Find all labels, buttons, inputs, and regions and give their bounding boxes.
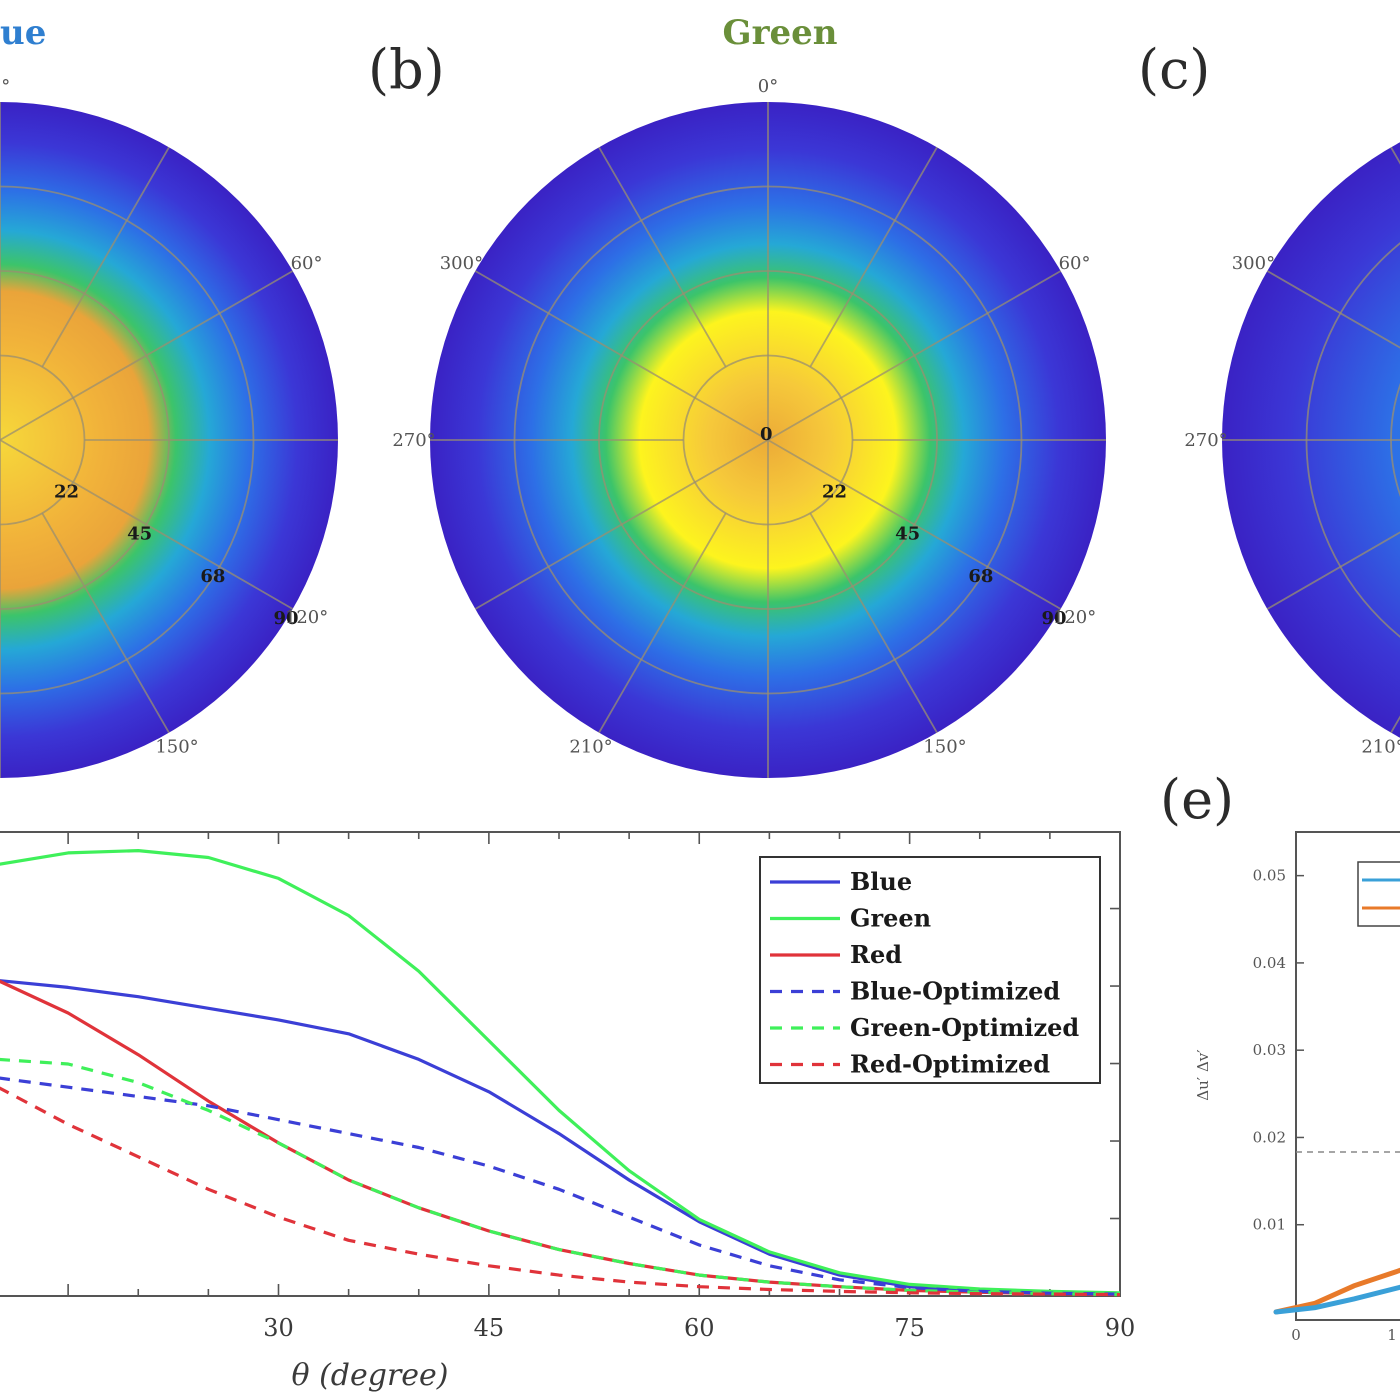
x-tick-label: 45 — [474, 1314, 505, 1342]
series-line — [1273, 1284, 1400, 1315]
polar-plot-green: Green 224568900°60°120°150°210°270°300° … — [392, 13, 1106, 778]
polar-spoke — [598, 512, 727, 734]
x-tick-label: 1 — [1387, 1326, 1397, 1344]
x-tick-labels: 30 45 60 75 90 — [263, 1314, 1135, 1342]
polar-angle-label: 300° — [1232, 253, 1275, 274]
legend-entry: Red — [850, 940, 902, 969]
polar-angle-label: 300° — [440, 253, 483, 274]
series-line-blue-optimized — [0, 1076, 1121, 1296]
series-line-blue — [0, 979, 1121, 1296]
legend-box — [1357, 861, 1400, 927]
polar-spoke — [598, 146, 727, 368]
polar-angle-label: 120° — [285, 607, 328, 628]
y-tick-label: 0.03 — [1253, 1041, 1286, 1059]
y-tick-label: 0.01 — [1253, 1216, 1286, 1234]
legend-entry: Green — [850, 904, 931, 933]
polar-angle-label: 210° — [569, 737, 612, 758]
polar-spoke — [474, 270, 769, 441]
y-tick-label: 0.04 — [1253, 954, 1286, 972]
polar-angle-label: 0° — [0, 76, 10, 97]
polar-ring-label: 45 — [127, 524, 152, 545]
legend-entry: Blue-Optimized — [850, 977, 1060, 1006]
polar-ring-label: 90 — [274, 608, 299, 629]
polar-grid: 270° 300° 210° — [1184, 146, 1400, 758]
polar-plot-blue: ue 22 45 68 90 0° 60° 120° 150° — [0, 13, 338, 778]
x-tick-label: 0 — [1291, 1326, 1301, 1344]
polar-grid: 22 45 68 90 0° 60° 120° 150° 210° 270° 300° — [392, 76, 1106, 778]
series-lines — [1273, 1267, 1400, 1315]
polar-ring-label: 22 — [822, 481, 847, 502]
panel-label-e: (e) — [1160, 768, 1234, 831]
polar-angle-label: 270° — [1184, 430, 1227, 451]
polar-center-label: 0 — [760, 424, 773, 445]
polar-spoke — [0, 439, 294, 610]
x-tick-label: 60 — [684, 1314, 715, 1342]
legend-box — [759, 856, 1101, 1084]
polar-angle-label: 270° — [392, 430, 435, 451]
polar-angle-label: 0° — [758, 76, 778, 97]
series-lines — [0, 848, 1121, 1297]
intensity-line-chart: 30 45 60 75 90 θ (degree) Blue Green Red Blue-O… — [0, 831, 1135, 1393]
polar-angle-label: 60° — [291, 253, 323, 274]
polar-spoke — [41, 512, 170, 734]
polar-spoke — [0, 270, 294, 441]
polar-spoke — [767, 439, 1062, 610]
polar-spoke — [1266, 531, 1400, 610]
panel-label-c: (c) — [1138, 38, 1210, 101]
color-shift-chart: 0.05 0.04 0.03 0.02 0.01 0 1 Δu′ Δv′ — [1194, 831, 1400, 1344]
polar-spoke — [1266, 270, 1400, 349]
legend: Blue Green Red Blue-Optimized Green-Optimize… — [759, 856, 1101, 1084]
x-axis-label: θ (degree) — [291, 1358, 448, 1393]
polar-plot-red: 270° 300° 210° — [1184, 142, 1400, 758]
series-line-red-optimized — [0, 1086, 1121, 1297]
axis-ticks: 0.05 0.04 0.03 0.02 0.01 0 1 — [1253, 867, 1397, 1344]
polar-spoke — [767, 270, 1062, 441]
polar-ring-label: 22 — [54, 481, 79, 502]
panel-label-b: (b) — [368, 38, 445, 101]
x-tick-label: 75 — [894, 1314, 925, 1342]
polar-angle-label: 210° — [1361, 737, 1400, 758]
legend-entry: Green-Optimized — [850, 1013, 1079, 1042]
polar-title-green: Green — [723, 13, 838, 53]
polar-title-blue: ue — [0, 13, 46, 53]
y-tick-label: 0.02 — [1253, 1128, 1286, 1146]
plot-frame — [1295, 831, 1400, 1321]
legend-entry: Blue — [850, 867, 912, 896]
y-tick-label: 0.05 — [1253, 867, 1286, 885]
series-line-green-optimized — [0, 1057, 1121, 1297]
polar-grid: 22 45 68 90 0° 60° 120° 150° — [0, 76, 338, 778]
x-tick-label: 30 — [263, 1314, 294, 1342]
y-axis-label: Δu′ Δv′ — [1194, 1049, 1212, 1101]
polar-ring-label: 68 — [200, 566, 225, 587]
polar-ring-label: 45 — [895, 524, 920, 545]
x-tick-label: 90 — [1105, 1314, 1136, 1342]
polar-angle-label: 150° — [155, 737, 198, 758]
polar-angle-label: 60° — [1059, 253, 1091, 274]
polar-angle-label: 150° — [923, 737, 966, 758]
polar-angle-label: 120° — [1053, 607, 1096, 628]
series-line-green — [0, 848, 1121, 1295]
polar-spoke — [809, 512, 938, 734]
polar-spoke — [809, 146, 938, 368]
polar-spoke — [41, 146, 170, 368]
polar-ring-label: 68 — [968, 566, 993, 587]
legend-entry: Red-Optimized — [850, 1050, 1050, 1079]
polar-spoke — [474, 439, 769, 610]
polar-ring-label: 90 — [1042, 608, 1067, 629]
